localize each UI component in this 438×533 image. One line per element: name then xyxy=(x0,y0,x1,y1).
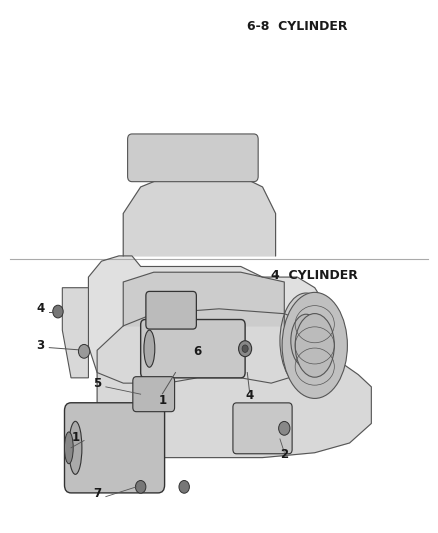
Text: 4: 4 xyxy=(245,389,254,402)
Text: 4  CYLINDER: 4 CYLINDER xyxy=(271,269,358,282)
FancyBboxPatch shape xyxy=(133,377,175,411)
Text: 3: 3 xyxy=(36,338,45,352)
Ellipse shape xyxy=(144,330,155,367)
Ellipse shape xyxy=(291,314,321,367)
Text: 4: 4 xyxy=(36,302,45,314)
FancyBboxPatch shape xyxy=(146,292,196,329)
Text: 6: 6 xyxy=(193,345,201,358)
Ellipse shape xyxy=(282,293,347,399)
Ellipse shape xyxy=(64,432,73,464)
Polygon shape xyxy=(97,309,371,458)
Polygon shape xyxy=(123,176,276,256)
Text: 1: 1 xyxy=(159,394,166,407)
Circle shape xyxy=(242,345,248,352)
Text: 2: 2 xyxy=(280,448,288,461)
Text: 5: 5 xyxy=(93,377,101,390)
Ellipse shape xyxy=(280,293,332,389)
Circle shape xyxy=(135,480,146,493)
Circle shape xyxy=(78,344,90,358)
Text: 7: 7 xyxy=(93,487,101,499)
FancyBboxPatch shape xyxy=(127,134,258,182)
Circle shape xyxy=(179,480,189,493)
Polygon shape xyxy=(88,256,328,383)
Circle shape xyxy=(239,341,252,357)
Text: 1: 1 xyxy=(71,431,79,443)
Ellipse shape xyxy=(295,313,334,377)
Circle shape xyxy=(53,305,63,318)
Polygon shape xyxy=(62,288,88,378)
Text: 6-8  CYLINDER: 6-8 CYLINDER xyxy=(247,20,348,33)
FancyBboxPatch shape xyxy=(64,403,165,493)
FancyBboxPatch shape xyxy=(233,403,292,454)
FancyBboxPatch shape xyxy=(141,319,245,378)
Ellipse shape xyxy=(69,421,82,474)
Polygon shape xyxy=(123,272,284,326)
Circle shape xyxy=(279,422,290,435)
